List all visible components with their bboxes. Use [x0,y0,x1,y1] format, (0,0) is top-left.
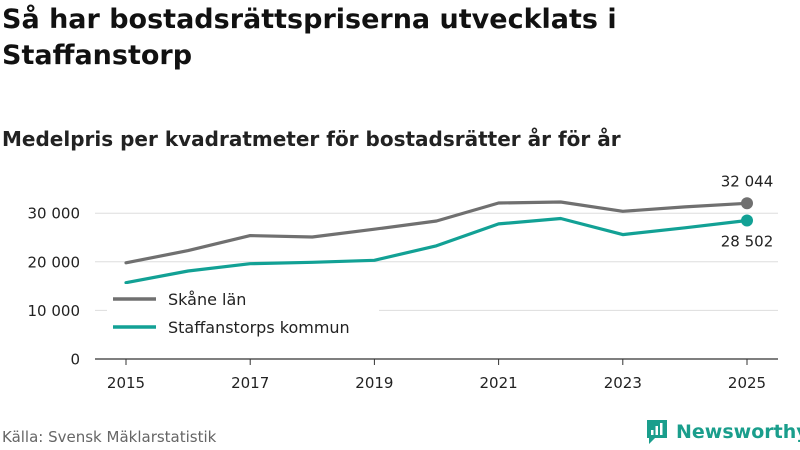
brand-logo[interactable]: Newsworthy [645,418,800,446]
chart-subtitle: Medelpris per kvadratmeter för bostadsrä… [2,127,621,151]
legend-label-0: Skåne län [168,290,246,309]
brand-name: Newsworthy [676,421,800,443]
y-tick-label: 30 000 [28,205,81,223]
series-1-end-point [741,214,753,227]
y-tick-label: 0 [70,351,80,369]
x-tick-label: 2023 [604,374,642,392]
series-line-0 [124,200,749,265]
source-note: Källa: Svensk Mäklarstatistik [2,428,217,446]
x-tick-label: 2025 [728,374,766,392]
x-tick-label: 2015 [107,374,145,392]
series-1-end-label: 28 502 [721,232,774,250]
newsworthy-logo-icon [647,420,667,444]
legend-label-1: Staffanstorps kommun [168,318,350,337]
x-tick-label: 2021 [480,374,518,392]
series-0-end-label: 32 044 [721,172,774,190]
chart-title: Så har bostadsrättspriserna utvecklats i… [2,4,617,71]
legend-background [107,284,379,342]
series-0-end-point [741,197,753,210]
x-tick-label: 2019 [355,374,393,392]
y-tick-label: 20 000 [28,253,81,271]
y-tick-label: 10 000 [28,302,81,320]
series-line-1 [124,216,749,285]
x-tick-label: 2017 [231,374,269,392]
